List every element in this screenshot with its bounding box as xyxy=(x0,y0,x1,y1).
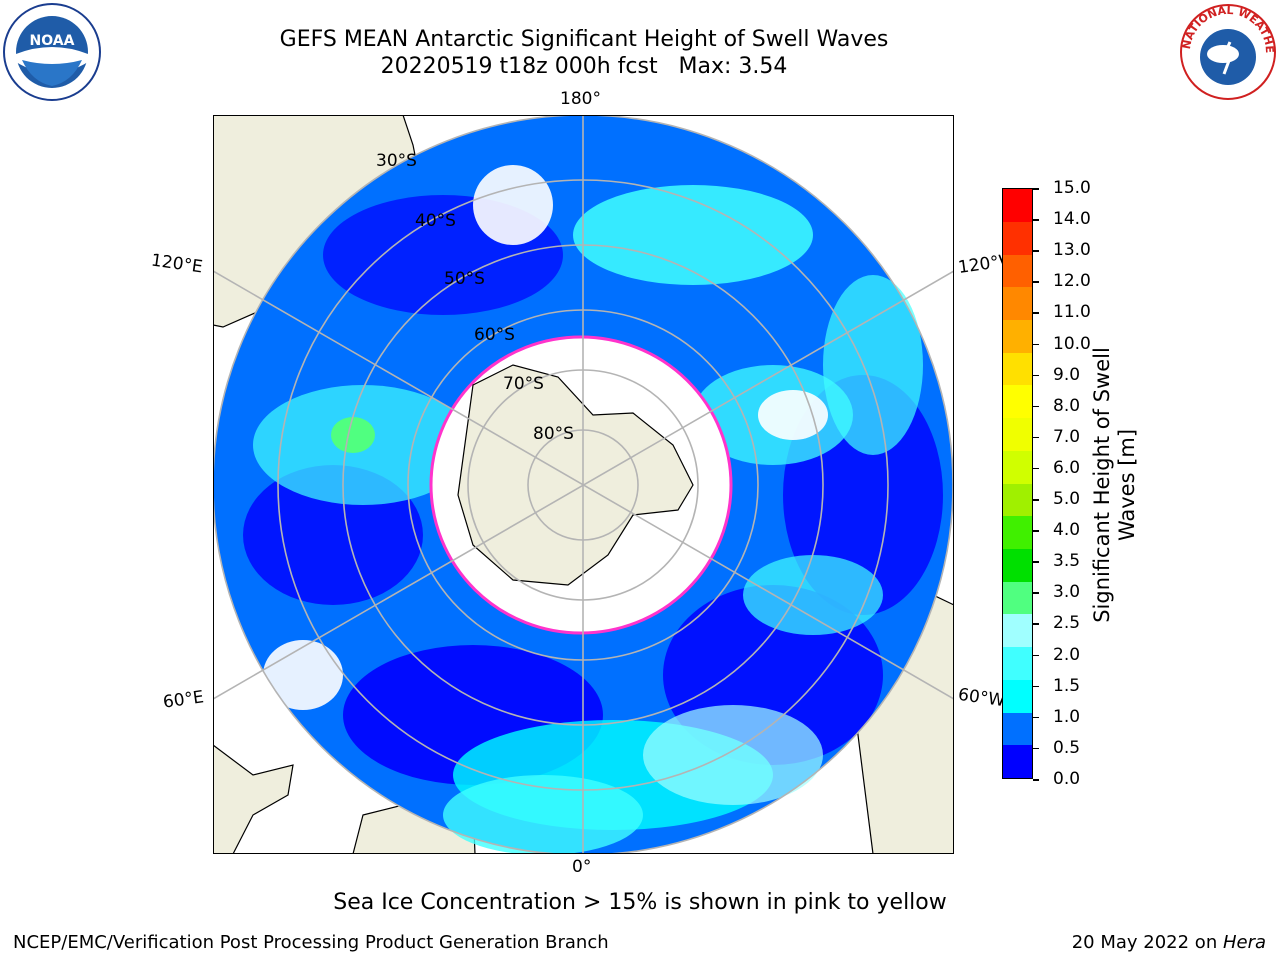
colorbar-bin xyxy=(1003,287,1032,320)
lat-label-60s: 60°S xyxy=(474,325,515,345)
colorbar-bin xyxy=(1003,548,1032,582)
colorbar-bin xyxy=(1003,450,1032,484)
colorbar-tick-mark xyxy=(1033,374,1039,377)
colorbar-bin xyxy=(1003,221,1032,255)
colorbar-tick-label: 1.0 xyxy=(1053,706,1081,727)
colorbar-tick-label: 9.0 xyxy=(1053,364,1081,385)
colorbar-bin xyxy=(1003,745,1032,778)
colorbar-tick-mark xyxy=(1033,716,1039,719)
colorbar-tick-label: 1.5 xyxy=(1053,675,1081,696)
colorbar-bin xyxy=(1003,385,1032,419)
colorbar-title-line2: Waves [m] xyxy=(1115,428,1139,542)
colorbar-tick-mark xyxy=(1033,561,1039,563)
colorbar-tick-mark xyxy=(1033,188,1039,190)
colorbar-bin xyxy=(1003,352,1032,386)
colorbar-title: Significant Height of Swell Waves [m] xyxy=(1090,347,1140,623)
land-antarctica xyxy=(457,364,694,586)
colorbar-tick-mark xyxy=(1033,436,1039,439)
colorbar-tick-label: 6.0 xyxy=(1053,457,1081,478)
colorbar-tick-mark xyxy=(1033,343,1039,346)
colorbar-tick-mark xyxy=(1033,592,1039,594)
colorbar-bin xyxy=(1003,418,1032,451)
colorbar-bin xyxy=(1003,516,1032,549)
lat-label-50s: 50°S xyxy=(444,269,485,289)
swell-field xyxy=(243,165,943,854)
colorbar-tick-label: 3.5 xyxy=(1053,551,1081,572)
colorbar-tick-label: 12.0 xyxy=(1053,271,1091,292)
colorbar-bin xyxy=(1003,483,1032,517)
colorbar-tick-mark xyxy=(1033,405,1039,408)
colorbar-tick-label: 2.0 xyxy=(1053,644,1081,665)
colorbar-tick-mark xyxy=(1033,281,1039,283)
colorbar-tick-mark xyxy=(1033,467,1039,470)
colorbar-tick-mark xyxy=(1033,530,1039,532)
colorbar-tick-label: 14.0 xyxy=(1053,209,1091,230)
colorbar-tick-label: 0.0 xyxy=(1053,769,1081,789)
lon-label-60e: 60°E xyxy=(161,687,206,713)
colorbar-title-line1: Significant Height of Swell xyxy=(1090,347,1114,623)
colorbar-bin xyxy=(1003,254,1032,288)
colorbar-tick-mark xyxy=(1033,747,1039,750)
map-panel xyxy=(213,115,954,854)
footer-host: Hera xyxy=(1222,932,1266,953)
noaa-logo: NOAA xyxy=(3,3,101,101)
colorbar-tick-label: 15.0 xyxy=(1053,178,1091,198)
colorbar-tick-label: 13.0 xyxy=(1053,240,1091,261)
lat-label-70s: 70°S xyxy=(503,374,544,394)
nws-logo: NATIONAL WEATHER SERVICE xyxy=(1178,2,1276,100)
colorbar-tick-mark xyxy=(1033,499,1039,501)
land-africa xyxy=(213,744,294,854)
lon-label-120e: 120°E xyxy=(149,250,204,278)
colorbar-tick-mark xyxy=(1033,654,1039,657)
footer-right: 20 May 2022 on Hera xyxy=(1072,932,1266,953)
colorbar-tick-label: 7.0 xyxy=(1053,426,1081,447)
lon-label-0: 0° xyxy=(572,857,592,877)
colorbar-tick-mark xyxy=(1033,623,1039,625)
polar-map xyxy=(213,115,954,854)
footer-date: 20 May 2022 on xyxy=(1071,932,1223,953)
lat-label-40s: 40°S xyxy=(415,211,456,231)
colorbar-tick-label: 10.0 xyxy=(1053,333,1091,354)
map-border xyxy=(213,115,954,854)
colorbar-tick-mark xyxy=(1033,685,1039,688)
lon-label-60w: 60°W xyxy=(956,684,1007,712)
noaa-logo-text: NOAA xyxy=(30,33,75,49)
lat-label-30s: 30°S xyxy=(376,151,417,171)
colorbar-bin xyxy=(1003,647,1032,680)
colorbar-tick-mark xyxy=(1033,779,1039,781)
lon-label-180: 180° xyxy=(560,89,601,109)
footer-left: NCEP/EMC/Verification Post Processing Pr… xyxy=(13,932,609,953)
colorbar-tick-mark xyxy=(1033,312,1039,314)
colorbar-bin xyxy=(1003,581,1032,615)
colorbar xyxy=(1002,188,1033,779)
colorbar-tick-label: 11.0 xyxy=(1053,302,1091,323)
colorbar-bin xyxy=(1003,189,1032,222)
colorbar-tick-mark xyxy=(1033,219,1039,221)
colorbar-tick-label: 2.5 xyxy=(1053,613,1081,634)
colorbar-tick-label: 4.0 xyxy=(1053,520,1081,541)
ice-caption: Sea Ice Concentration > 15% is shown in … xyxy=(333,890,947,915)
colorbar-bin xyxy=(1003,679,1032,713)
colorbar-tick-label: 3.0 xyxy=(1053,582,1081,603)
colorbar-bin xyxy=(1003,319,1032,353)
colorbar-tick-mark xyxy=(1033,250,1039,252)
colorbar-tick-label: 8.0 xyxy=(1053,395,1081,416)
lat-label-80s: 80°S xyxy=(533,424,574,444)
colorbar-tick-label: 5.0 xyxy=(1053,489,1081,510)
chart-subtitle: 20220519 t18z 000h fcst Max: 3.54 xyxy=(380,54,788,79)
chart-title: GEFS MEAN Antarctic Significant Height o… xyxy=(279,27,889,52)
colorbar-bin xyxy=(1003,614,1032,648)
colorbar-tick-label: 0.5 xyxy=(1053,737,1081,758)
colorbar-bin xyxy=(1003,712,1032,746)
